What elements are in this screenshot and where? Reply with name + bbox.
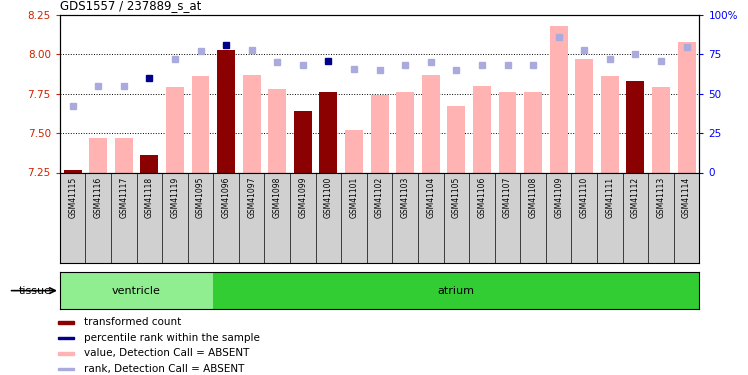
Bar xyxy=(678,42,696,172)
Text: GSM41105: GSM41105 xyxy=(452,177,461,218)
Bar xyxy=(60,272,213,309)
Bar xyxy=(601,76,619,172)
Text: value, Detection Call = ABSENT: value, Detection Call = ABSENT xyxy=(84,348,250,358)
Text: GSM41095: GSM41095 xyxy=(196,177,205,219)
Text: GSM41114: GSM41114 xyxy=(682,177,691,218)
Bar xyxy=(319,92,337,172)
Bar xyxy=(115,138,132,172)
Text: GSM41118: GSM41118 xyxy=(145,177,154,218)
Text: GSM41101: GSM41101 xyxy=(349,177,358,218)
Bar xyxy=(269,89,286,172)
Text: GSM41112: GSM41112 xyxy=(631,177,640,218)
Bar xyxy=(422,75,440,172)
Bar xyxy=(64,170,82,172)
Bar xyxy=(447,106,465,172)
Bar xyxy=(550,26,568,172)
Bar xyxy=(243,75,260,172)
Text: GSM41111: GSM41111 xyxy=(605,177,614,218)
Bar xyxy=(89,138,107,172)
Text: percentile rank within the sample: percentile rank within the sample xyxy=(84,333,260,343)
Text: atrium: atrium xyxy=(438,286,475,296)
Bar xyxy=(294,111,312,172)
Bar xyxy=(166,87,184,172)
Bar xyxy=(575,59,593,172)
Text: rank, Detection Call = ABSENT: rank, Detection Call = ABSENT xyxy=(84,364,245,374)
Bar xyxy=(58,337,73,339)
Bar xyxy=(524,92,542,172)
Text: GSM41117: GSM41117 xyxy=(119,177,129,218)
Text: GSM41110: GSM41110 xyxy=(580,177,589,218)
Bar xyxy=(191,76,209,172)
Text: GSM41106: GSM41106 xyxy=(477,177,486,218)
Bar xyxy=(345,130,363,172)
Text: GSM41116: GSM41116 xyxy=(94,177,102,218)
Bar xyxy=(58,352,73,355)
Text: GSM41097: GSM41097 xyxy=(247,177,257,219)
Bar xyxy=(371,95,388,172)
Text: GSM41109: GSM41109 xyxy=(554,177,563,218)
Bar xyxy=(58,368,73,370)
Bar xyxy=(652,87,670,172)
Bar xyxy=(217,50,235,172)
Bar xyxy=(396,92,414,172)
Bar xyxy=(627,81,644,172)
Text: GSM41098: GSM41098 xyxy=(273,177,282,218)
Bar xyxy=(213,272,699,309)
Bar xyxy=(58,321,73,324)
Text: ventricle: ventricle xyxy=(112,286,161,296)
Text: GSM41107: GSM41107 xyxy=(503,177,512,218)
Text: GSM41100: GSM41100 xyxy=(324,177,333,218)
Text: GSM41113: GSM41113 xyxy=(657,177,666,218)
Text: GSM41108: GSM41108 xyxy=(529,177,538,218)
Text: GSM41103: GSM41103 xyxy=(401,177,410,218)
Text: GDS1557 / 237889_s_at: GDS1557 / 237889_s_at xyxy=(60,0,201,12)
Text: GSM41099: GSM41099 xyxy=(298,177,307,219)
Bar xyxy=(499,92,516,172)
Text: GSM41104: GSM41104 xyxy=(426,177,435,218)
Text: GSM41115: GSM41115 xyxy=(68,177,77,218)
Text: transformed count: transformed count xyxy=(84,317,182,327)
Text: GSM41096: GSM41096 xyxy=(221,177,230,219)
Bar xyxy=(141,155,159,172)
Bar xyxy=(473,86,491,172)
Text: GSM41102: GSM41102 xyxy=(375,177,384,218)
Text: GSM41119: GSM41119 xyxy=(171,177,180,218)
Text: tissue: tissue xyxy=(19,286,52,296)
